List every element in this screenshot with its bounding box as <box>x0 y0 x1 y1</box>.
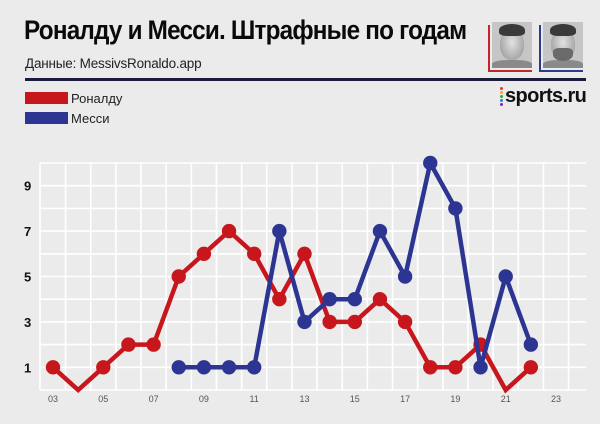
x-tick-label: 09 <box>199 394 209 404</box>
data-point <box>196 360 212 375</box>
x-tick-label: 21 <box>501 394 511 404</box>
data-point <box>221 223 237 239</box>
data-point <box>372 223 388 239</box>
messi-frame <box>539 25 541 72</box>
data-point <box>448 360 463 375</box>
legend-label: Роналду <box>71 90 123 106</box>
data-point <box>247 360 262 375</box>
y-tick-label: 1 <box>24 360 31 375</box>
data-point <box>523 360 539 375</box>
data-point <box>498 269 513 284</box>
data-point <box>272 292 287 307</box>
data-point <box>397 314 413 330</box>
data-point <box>347 292 362 307</box>
logo-dots-icon <box>500 87 503 107</box>
data-point <box>423 155 438 171</box>
y-tick-label: 5 <box>24 270 31 285</box>
x-axis-labels: 03 05 07 09 11 13 15 17 19 21 23 <box>48 394 561 404</box>
data-point <box>322 314 337 330</box>
legend-label: Месси <box>71 110 110 126</box>
data-point <box>221 360 237 375</box>
legend-item-messi: Месси <box>25 108 122 128</box>
data-point <box>397 269 413 284</box>
data-point <box>45 360 61 375</box>
messi-photo <box>539 19 585 72</box>
data-point <box>272 223 287 239</box>
x-tick-label: 03 <box>48 394 58 404</box>
y-axis-labels: 1 3 5 7 9 <box>24 179 31 376</box>
data-point <box>372 292 388 307</box>
x-tick-label: 05 <box>98 394 108 404</box>
ronaldo-frame <box>488 25 490 72</box>
data-point <box>297 314 312 330</box>
data-point <box>247 246 262 261</box>
data-point <box>297 246 312 261</box>
legend-swatch-ronaldo <box>25 92 68 104</box>
data-point <box>423 360 438 375</box>
data-point <box>171 360 186 375</box>
data-point <box>146 337 161 352</box>
data-point <box>473 360 488 375</box>
x-tick-label: 13 <box>299 394 309 404</box>
x-tick-label: 07 <box>149 394 159 404</box>
sports-ru-logo: sports.ru <box>500 85 587 108</box>
x-tick-label: 23 <box>551 394 561 404</box>
data-point <box>96 360 111 375</box>
logo-text: sports.ru <box>505 85 587 107</box>
legend: Роналду Месси <box>25 88 122 128</box>
legend-item-ronaldo: Роналду <box>25 88 122 108</box>
x-tick-label: 19 <box>450 394 460 404</box>
chart-series <box>45 155 539 394</box>
y-tick-label: 3 <box>24 315 31 330</box>
y-tick-label: 9 <box>24 179 31 194</box>
series-messi <box>171 155 539 375</box>
x-tick-label: 15 <box>350 394 360 404</box>
x-tick-label: 17 <box>400 394 410 404</box>
data-source: Данные: MessivsRonaldo.app <box>25 56 202 71</box>
data-point <box>347 314 362 330</box>
data-point <box>121 337 136 352</box>
legend-swatch-messi <box>25 112 68 124</box>
series-ronaldo <box>45 223 539 394</box>
chart-title: Роналду и Месси. Штрафные по годам <box>24 15 467 45</box>
y-tick-label: 7 <box>24 224 31 239</box>
data-point <box>171 269 186 284</box>
ronaldo-photo <box>488 19 534 72</box>
data-point <box>448 201 463 216</box>
header-divider <box>25 78 586 81</box>
x-tick-label: 11 <box>250 394 259 404</box>
data-point <box>523 337 539 352</box>
data-point <box>322 292 337 307</box>
data-point <box>196 246 212 261</box>
